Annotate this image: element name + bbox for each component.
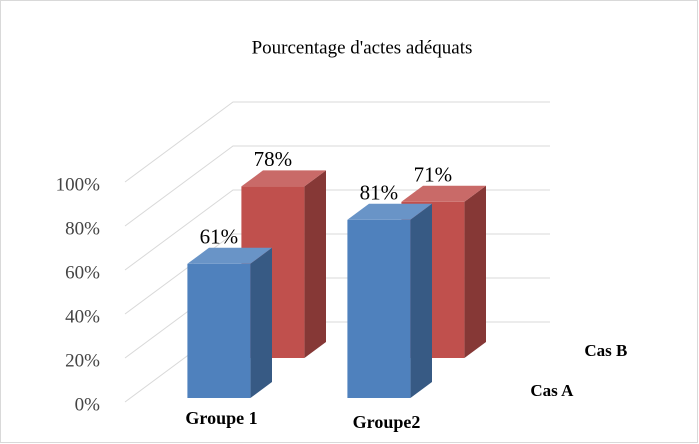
bar-side [410,203,432,398]
y-tick-label: 80% [65,218,100,239]
bar [347,219,411,398]
bar-side [464,185,486,358]
series-label: Cas A [530,381,574,400]
bar-top [187,247,272,264]
data-label: 61% [200,225,239,249]
grid-line [124,145,550,227]
y-tick-label: 0% [75,394,101,415]
bar-top [401,185,486,202]
data-label: 78% [254,147,293,171]
bar-top [347,203,432,220]
bar-side [250,247,272,398]
y-tick-label: 100% [56,174,101,195]
x-tick-label: Groupe 1 [185,408,257,428]
y-tick-label: 60% [65,262,100,283]
series-label: Cas B [584,341,627,360]
data-label: 81% [360,181,399,205]
y-tick-label: 40% [65,306,100,327]
y-tick-label: 20% [65,350,100,371]
grid-line [124,101,550,183]
chart-title: Pourcentage d'actes adéquats [252,37,473,58]
bar [187,263,251,398]
bar-top [241,170,326,187]
data-label: 71% [414,163,453,187]
x-tick-label: Groupe2 [353,412,421,432]
bar-side [304,170,326,358]
